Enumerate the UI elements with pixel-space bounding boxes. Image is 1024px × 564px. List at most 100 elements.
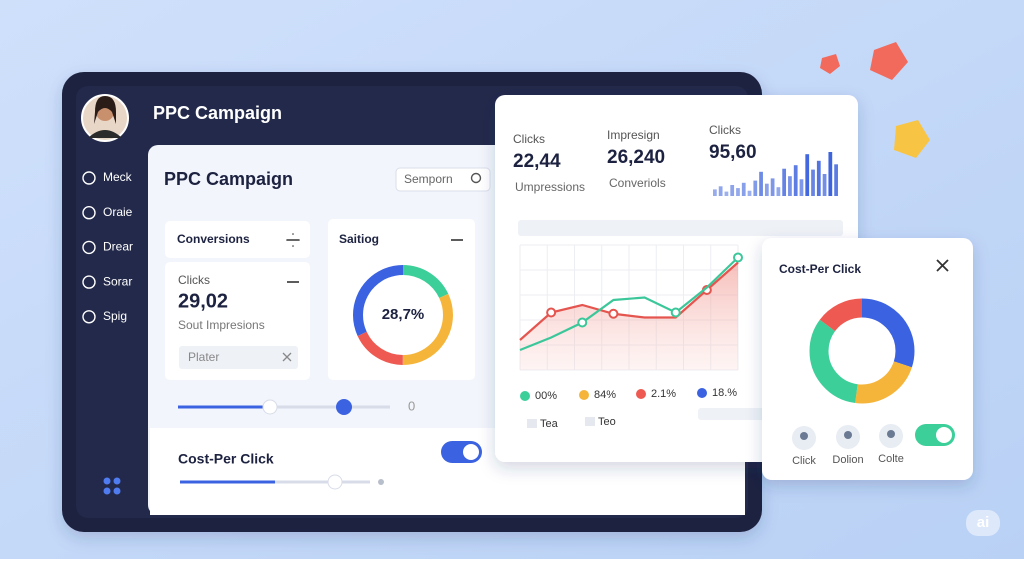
card-title: Cost-Per Click bbox=[779, 262, 861, 276]
shape bbox=[870, 42, 908, 80]
shape bbox=[894, 120, 930, 158]
legend-dot bbox=[520, 391, 530, 401]
stat-label: Impresign bbox=[607, 128, 660, 142]
bar bbox=[724, 191, 729, 196]
footer-icon bbox=[585, 417, 595, 426]
bar bbox=[759, 171, 763, 196]
badge-text: ai bbox=[977, 514, 990, 531]
donut-segment bbox=[353, 265, 453, 365]
legend-label: 00% bbox=[535, 390, 557, 402]
close-icon[interactable] bbox=[936, 259, 949, 272]
legend-dot bbox=[636, 389, 646, 399]
badge bbox=[966, 510, 1000, 536]
line bbox=[519, 256, 739, 352]
legend-dot bbox=[697, 388, 707, 398]
action-label[interactable]: Colte bbox=[878, 453, 904, 465]
stat-label: Clicks bbox=[513, 132, 545, 146]
bar bbox=[718, 186, 723, 196]
cost-card bbox=[762, 238, 973, 480]
actions: Click Dolion Colte bbox=[792, 424, 904, 467]
avatar-hair bbox=[94, 96, 116, 124]
nav-item[interactable]: Spig bbox=[103, 309, 127, 323]
nav-icon[interactable] bbox=[82, 205, 96, 220]
nav-item[interactable]: Sorar bbox=[103, 274, 132, 288]
divide-icon[interactable] bbox=[286, 233, 300, 247]
app-title: PPC Campaign bbox=[153, 103, 282, 123]
slider-knob[interactable] bbox=[336, 399, 352, 415]
bar bbox=[816, 160, 821, 196]
stat-sub: Converiols bbox=[609, 176, 666, 190]
bar bbox=[788, 176, 792, 196]
bar bbox=[834, 164, 838, 196]
main-title: PPC Campaign bbox=[164, 169, 293, 189]
bar bbox=[811, 169, 815, 196]
nav-item[interactable]: Drear bbox=[103, 240, 133, 254]
card-title: Conversions bbox=[177, 232, 250, 246]
logo bbox=[103, 477, 121, 495]
donut-segment bbox=[809, 298, 915, 404]
point bbox=[546, 307, 557, 318]
bar bbox=[776, 187, 781, 196]
donut-segment bbox=[809, 298, 915, 404]
bar bbox=[741, 182, 746, 196]
point bbox=[577, 317, 588, 328]
bar bbox=[764, 183, 769, 196]
bar bbox=[736, 188, 740, 196]
nav: Meck Oraie Drear Sorar Spig bbox=[82, 170, 133, 324]
legend-label: 18.% bbox=[712, 387, 737, 399]
line-chart bbox=[519, 244, 743, 371]
clear-icon[interactable] bbox=[282, 352, 292, 362]
bar bbox=[828, 152, 833, 196]
footer-icon bbox=[527, 419, 537, 428]
toggle-knob bbox=[463, 444, 479, 460]
action-label[interactable]: Click bbox=[792, 455, 816, 467]
bar bbox=[799, 179, 804, 196]
bar bbox=[730, 185, 735, 196]
action-glyph bbox=[800, 432, 808, 440]
action-glyph bbox=[887, 430, 895, 438]
input[interactable] bbox=[179, 346, 298, 369]
input-text: Plater bbox=[188, 350, 219, 364]
sub: Sout Impresions bbox=[178, 318, 265, 332]
bar bbox=[747, 190, 752, 196]
search-icon bbox=[470, 172, 482, 184]
slider-value: 0 bbox=[408, 398, 415, 413]
nav-icon[interactable] bbox=[82, 171, 96, 185]
nav-item[interactable]: Oraie bbox=[103, 205, 133, 219]
point bbox=[608, 308, 619, 319]
slider-knob[interactable] bbox=[262, 399, 278, 415]
footer-text: Teo bbox=[598, 416, 616, 428]
avatar-body bbox=[88, 130, 122, 138]
nav-icon[interactable] bbox=[82, 310, 96, 324]
bar-chart bbox=[713, 152, 838, 196]
action-glyph bbox=[844, 431, 852, 439]
bar bbox=[770, 178, 775, 196]
legend: 00% 84% 2.1% 18.% bbox=[520, 387, 737, 402]
line bbox=[519, 261, 739, 341]
search-text: Semporn bbox=[404, 172, 453, 186]
legend-dot bbox=[579, 390, 589, 400]
donut-segment bbox=[809, 298, 915, 404]
value: 29,02 bbox=[178, 290, 228, 312]
toggle-knob bbox=[936, 427, 952, 443]
stats: Clicks 22,44 Umpressions Impresign 26,240 Con… bbox=[513, 123, 757, 194]
section-title: Cost-Per Click bbox=[178, 451, 274, 467]
donut bbox=[809, 298, 915, 404]
slider-knob[interactable] bbox=[327, 474, 343, 490]
nav-item[interactable]: Meck bbox=[103, 170, 133, 184]
bar bbox=[822, 174, 827, 196]
action-label[interactable]: Dolion bbox=[832, 454, 863, 466]
search-box[interactable] bbox=[395, 167, 491, 192]
bar bbox=[713, 189, 717, 196]
nav-icon[interactable] bbox=[82, 275, 96, 289]
stat-value: 26,240 bbox=[607, 147, 665, 168]
shape bbox=[820, 54, 840, 74]
footer-text: Tea bbox=[540, 418, 559, 430]
bar bbox=[805, 154, 810, 196]
bar bbox=[782, 168, 787, 196]
donut-label: 28,7% bbox=[382, 306, 425, 323]
card bbox=[165, 221, 310, 258]
stat-value: 95,60 bbox=[709, 142, 757, 163]
nav-icon[interactable] bbox=[82, 240, 96, 255]
